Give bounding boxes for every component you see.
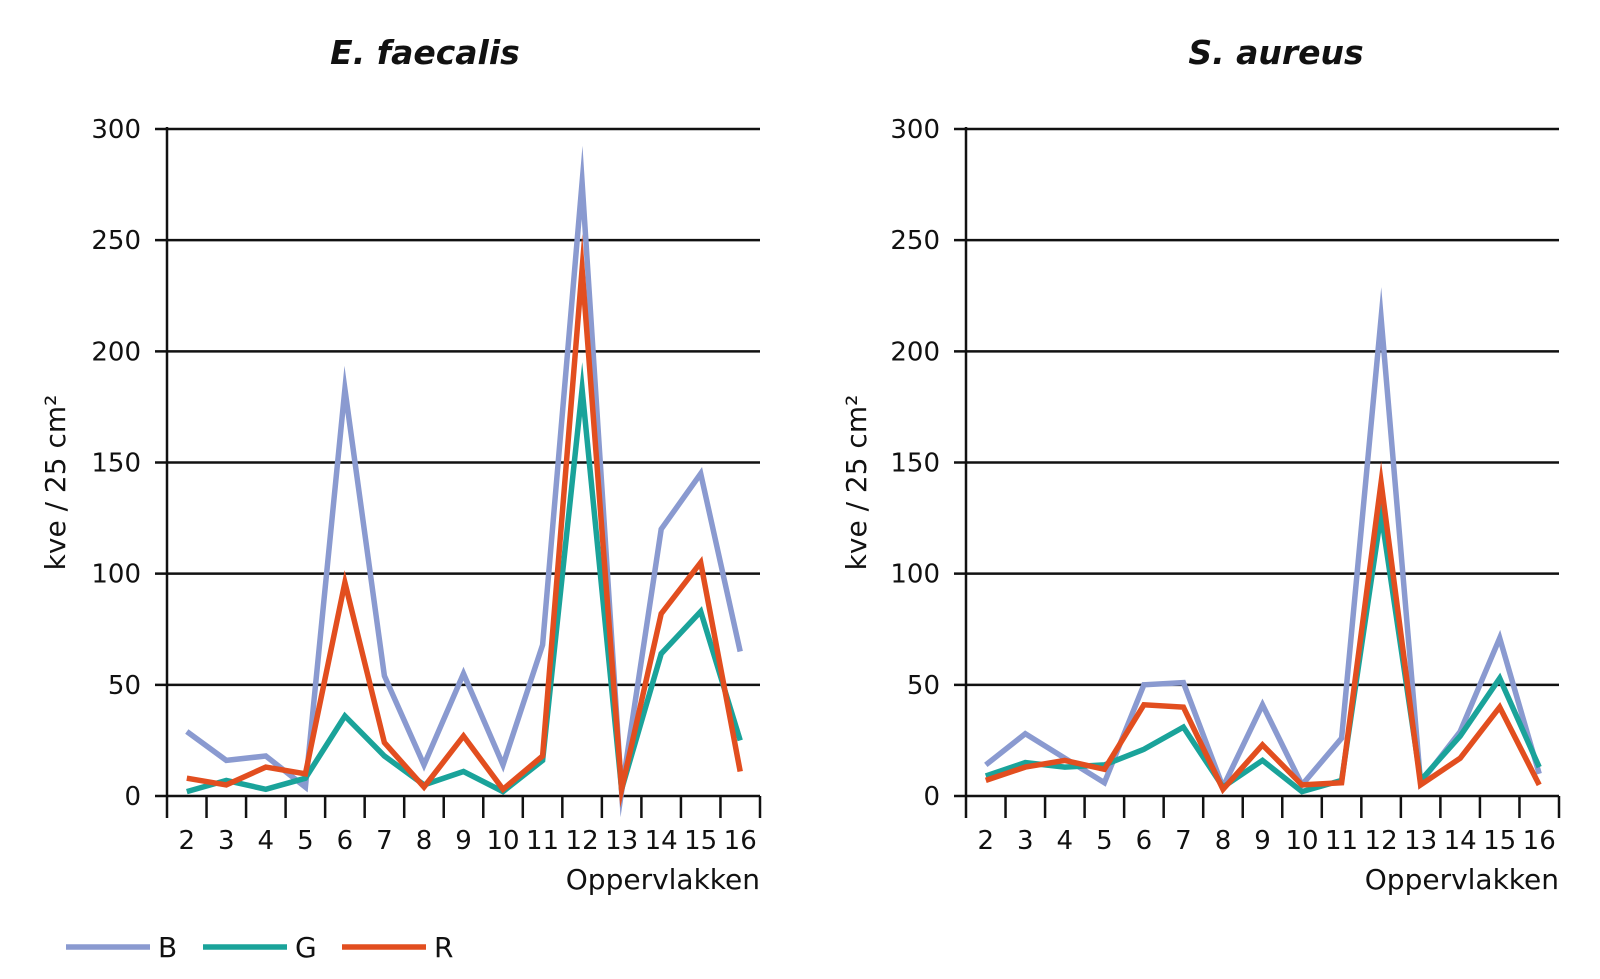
y-tick-label: 50 <box>108 671 141 701</box>
series-line-R <box>984 461 1542 795</box>
x-axis-label: Oppervlakken <box>566 863 760 896</box>
series-line-B <box>984 287 1542 795</box>
x-tick-label: 7 <box>1175 826 1192 856</box>
x-tick-label: 11 <box>526 826 559 856</box>
x-tick-label: 14 <box>1444 826 1477 856</box>
series-line-G <box>186 362 743 804</box>
x-tick-label: 11 <box>1325 826 1358 856</box>
x-tick-label: 9 <box>1254 826 1271 856</box>
y-tick-label: 100 <box>91 560 141 590</box>
series-line-G <box>984 494 1542 795</box>
x-tick-label: 5 <box>1096 826 1113 856</box>
x-tick-label: 15 <box>684 826 717 856</box>
x-tick-label: 14 <box>645 826 678 856</box>
legend-label-B: B <box>158 931 177 964</box>
y-axis-label: kve / 25 cm² <box>840 395 873 571</box>
legend-label-G: G <box>295 931 317 964</box>
x-tick-label: 9 <box>455 826 472 856</box>
y-tick-label: 100 <box>890 560 940 590</box>
y-axis-label: kve / 25 cm² <box>39 395 72 571</box>
x-tick-label: 6 <box>337 826 354 856</box>
y-tick-label: 200 <box>91 337 141 367</box>
y-tick-label: 300 <box>91 115 141 145</box>
y-tick-label: 0 <box>124 782 141 812</box>
chart-title: S. aureus <box>1188 33 1363 72</box>
legend-label-R: R <box>434 931 453 964</box>
x-tick-label: 13 <box>1404 826 1437 856</box>
x-tick-label: 3 <box>1017 826 1034 856</box>
x-tick-label: 10 <box>1285 826 1318 856</box>
x-axis-label: Oppervlakken <box>1365 863 1559 896</box>
x-tick-label: 13 <box>605 826 638 856</box>
x-tick-label: 6 <box>1136 826 1153 856</box>
x-tick-label: 15 <box>1483 826 1516 856</box>
y-tick-label: 300 <box>890 115 940 145</box>
x-tick-label: 4 <box>1057 826 1074 856</box>
x-tick-label: 5 <box>297 826 314 856</box>
y-tick-label: 200 <box>890 337 940 367</box>
x-tick-label: 3 <box>218 826 235 856</box>
x-tick-label: 12 <box>1365 826 1398 856</box>
x-tick-label: 12 <box>566 826 599 856</box>
y-tick-label: 150 <box>890 449 940 479</box>
x-tick-label: 16 <box>724 826 757 856</box>
x-tick-label: 2 <box>977 826 994 856</box>
series-line-R <box>186 233 743 808</box>
x-tick-label: 2 <box>178 826 195 856</box>
y-tick-label: 150 <box>91 449 141 479</box>
x-tick-label: 10 <box>486 826 519 856</box>
x-tick-label: 8 <box>416 826 433 856</box>
y-tick-label: 250 <box>890 226 940 256</box>
x-tick-label: 4 <box>258 826 275 856</box>
y-tick-label: 250 <box>91 226 141 256</box>
y-tick-label: 0 <box>923 782 940 812</box>
chart-title: E. faecalis <box>330 33 520 72</box>
x-tick-label: 7 <box>376 826 393 856</box>
series-line-B <box>185 145 743 818</box>
y-tick-label: 50 <box>907 671 940 701</box>
x-tick-label: 16 <box>1523 826 1556 856</box>
x-tick-label: 8 <box>1215 826 1232 856</box>
